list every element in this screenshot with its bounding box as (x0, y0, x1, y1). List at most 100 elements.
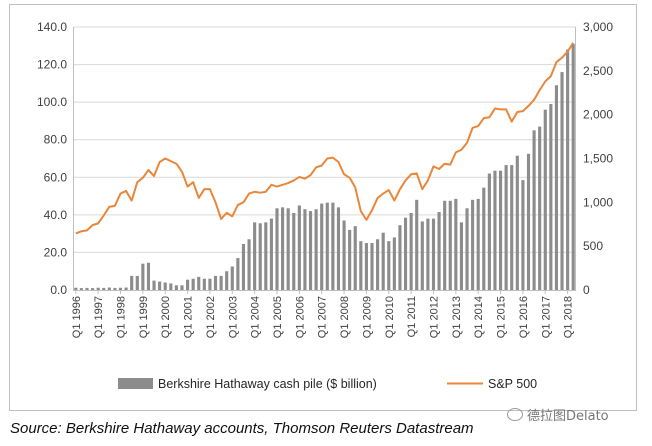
cash-bar (543, 109, 547, 290)
right-tick-label: 500 (583, 239, 603, 253)
x-tick-label: Q1 2005 (272, 296, 284, 338)
cash-bar (510, 165, 514, 290)
cash-bar (169, 283, 173, 290)
cash-bar (247, 239, 251, 290)
x-tick-label: Q1 1999 (138, 296, 150, 338)
cash-bar (409, 212, 413, 290)
cash-bar (130, 275, 134, 290)
left-axis-ticks: 0.0 20.0 40.0 60.0 80.0 100.0 120.0 140.0 (37, 20, 67, 297)
cash-bar (258, 223, 262, 290)
cash-bar (415, 199, 419, 290)
x-tick-label: Q1 1998 (116, 296, 128, 338)
x-tick-label: Q1 2010 (384, 296, 396, 338)
sp500-line-group (75, 42, 575, 235)
left-tick-label: 140.0 (37, 20, 67, 34)
cash-bar (476, 198, 480, 290)
right-tick-label: 1,500 (583, 152, 613, 166)
cash-bar (437, 212, 441, 290)
cash-bar (186, 279, 190, 290)
watermark-text: 德拉图Delato (527, 409, 609, 424)
cash-bar (426, 218, 430, 290)
x-tick-label: Q1 2015 (496, 296, 508, 338)
cash-bar (208, 278, 212, 290)
cash-bar (225, 271, 229, 290)
wechat-icon (507, 408, 523, 421)
cash-bar (230, 266, 234, 290)
cash-bar (336, 207, 341, 290)
left-tick-label: 120.0 (37, 58, 67, 72)
cash-bar (314, 209, 318, 290)
cash-bar (515, 155, 519, 290)
cash-bar (353, 226, 357, 290)
cash-bar (443, 200, 447, 290)
cash-bar (364, 243, 368, 290)
cash-bar (465, 208, 469, 290)
cash-bar (320, 203, 324, 290)
cash-bar (348, 229, 352, 290)
cash-bar (359, 241, 363, 290)
right-tick-label: 1,000 (583, 195, 613, 209)
cash-bar (174, 285, 178, 290)
cash-bar (219, 275, 223, 290)
right-tick-label: 3,000 (583, 20, 613, 34)
cash-bar (286, 208, 290, 290)
right-tick-label: 2,500 (583, 64, 613, 78)
gridlines (73, 26, 576, 253)
cash-bar (180, 285, 184, 290)
left-tick-label: 80.0 (44, 133, 68, 147)
cash-bar (370, 243, 374, 290)
cash-bar (566, 49, 570, 290)
x-tick-label: Q1 1996 (71, 296, 83, 338)
x-tick-label: Q1 2013 (451, 296, 463, 338)
cash-bar (269, 218, 273, 290)
left-tick-label: 60.0 (44, 170, 68, 184)
cash-bar (152, 280, 156, 290)
cash-bar (197, 276, 201, 290)
cash-bar (420, 221, 424, 290)
cash-bar (275, 208, 279, 290)
cash-bar (107, 287, 111, 290)
legend-bar-label: Berkshire Hathaway cash pile ($ billion) (158, 377, 377, 391)
x-tick-label: Q1 2018 (563, 296, 575, 338)
x-tick-label: Q1 2006 (294, 296, 306, 338)
cash-bar (163, 282, 167, 290)
cash-bar (331, 202, 335, 290)
sp500-line (75, 42, 575, 235)
cash-bar (253, 222, 257, 290)
cash-bar (191, 278, 195, 290)
cash-bar (146, 262, 151, 290)
cash-bar (431, 218, 436, 290)
x-tick-label: Q1 2000 (160, 296, 172, 338)
left-tick-label: 100.0 (37, 95, 67, 109)
x-tick-label: Q1 2012 (428, 296, 440, 338)
cash-bar (381, 232, 385, 290)
legend-line-label: S&P 500 (488, 377, 537, 391)
x-axis-ticks: Q1 1996 Q1 1997 Q1 1998 Q1 1999 Q1 2000 Q1 20… (71, 290, 575, 338)
cash-bar (264, 222, 268, 290)
cash-bar (471, 199, 475, 290)
cash-bar (498, 170, 503, 290)
legend-bar-swatch (118, 378, 153, 389)
right-axis-ticks: 0 500 1,000 1,500 2,000 2,500 3,000 (583, 20, 613, 297)
x-tick-label: Q1 1997 (93, 296, 105, 338)
x-tick-label: Q1 2017 (540, 296, 552, 338)
x-tick-label: Q1 2016 (518, 296, 530, 338)
left-tick-label: 0.0 (50, 283, 67, 297)
x-tick-label: Q1 2014 (473, 296, 485, 338)
legend: Berkshire Hathaway cash pile ($ billion)… (118, 377, 537, 391)
cash-bar (376, 239, 380, 290)
x-tick-label: Q1 2009 (361, 296, 373, 338)
cash-bar (102, 287, 106, 290)
x-tick-label: Q1 2007 (317, 296, 329, 338)
x-tick-label: Q1 2001 (183, 296, 195, 338)
cash-bar (521, 180, 525, 290)
x-tick-label: Q1 2003 (227, 296, 239, 338)
cash-bar (387, 241, 391, 290)
cash-bar (549, 104, 553, 291)
axes (73, 27, 576, 291)
cash-bar (554, 85, 558, 291)
x-tick-label: Q1 2011 (406, 296, 418, 337)
watermark: 德拉图Delato (507, 405, 609, 424)
cash-bar (297, 205, 301, 290)
cash-bar (158, 281, 162, 290)
